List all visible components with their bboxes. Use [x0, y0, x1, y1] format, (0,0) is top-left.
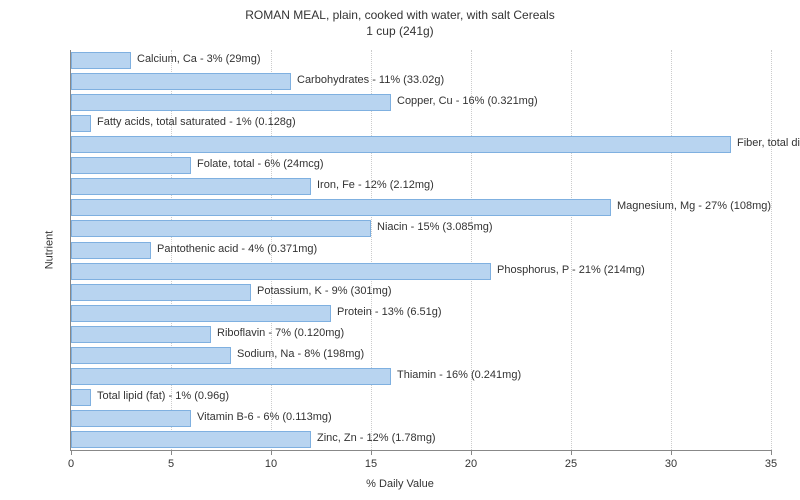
nutrient-bar [71, 368, 391, 385]
nutrient-bar-label: Thiamin - 16% (0.241mg) [397, 369, 521, 381]
x-axis-title: % Daily Value [366, 478, 434, 490]
nutrient-bar [71, 410, 191, 427]
nutrient-bar-label: Riboflavin - 7% (0.120mg) [217, 327, 344, 339]
nutrient-chart: ROMAN MEAL, plain, cooked with water, wi… [0, 0, 800, 500]
title-line-1: ROMAN MEAL, plain, cooked with water, wi… [245, 8, 554, 22]
x-tick [771, 450, 772, 455]
x-tick [371, 450, 372, 455]
nutrient-bar-label: Niacin - 15% (3.085mg) [377, 221, 493, 233]
nutrient-bar [71, 431, 311, 448]
x-tick-label: 30 [665, 458, 677, 470]
nutrient-bar-label: Vitamin B-6 - 6% (0.113mg) [197, 411, 332, 423]
nutrient-bar-label: Carbohydrates - 11% (33.02g) [297, 74, 444, 86]
nutrient-bar-label: Protein - 13% (6.51g) [337, 306, 442, 318]
nutrient-bar-label: Phosphorus, P - 21% (214mg) [497, 264, 645, 276]
nutrient-bar [71, 73, 291, 90]
plot-area: 05101520253035Calcium, Ca - 3% (29mg)Car… [70, 50, 771, 451]
nutrient-bar [71, 389, 91, 406]
y-axis-title: Nutrient [43, 231, 55, 270]
x-tick-label: 25 [565, 458, 577, 470]
gridline [471, 50, 472, 450]
nutrient-bar [71, 263, 491, 280]
gridline [571, 50, 572, 450]
nutrient-bar [71, 326, 211, 343]
x-tick [171, 450, 172, 455]
chart-title: ROMAN MEAL, plain, cooked with water, wi… [0, 0, 800, 39]
nutrient-bar-label: Copper, Cu - 16% (0.321mg) [397, 95, 538, 107]
nutrient-bar [71, 52, 131, 69]
nutrient-bar [71, 305, 331, 322]
gridline [771, 50, 772, 450]
nutrient-bar-label: Folate, total - 6% (24mcg) [197, 158, 324, 170]
x-tick [571, 450, 572, 455]
x-tick-label: 35 [765, 458, 777, 470]
x-tick-label: 10 [265, 458, 277, 470]
nutrient-bar-label: Sodium, Na - 8% (198mg) [237, 348, 364, 360]
nutrient-bar-label: Pantothenic acid - 4% (0.371mg) [157, 243, 317, 255]
nutrient-bar [71, 220, 371, 237]
title-line-2: 1 cup (241g) [366, 24, 433, 38]
x-tick [71, 450, 72, 455]
x-tick [471, 450, 472, 455]
nutrient-bar [71, 199, 611, 216]
x-tick-label: 20 [465, 458, 477, 470]
x-tick-label: 0 [68, 458, 74, 470]
nutrient-bar [71, 94, 391, 111]
nutrient-bar [71, 178, 311, 195]
nutrient-bar-label: Potassium, K - 9% (301mg) [257, 285, 392, 297]
nutrient-bar [71, 136, 731, 153]
nutrient-bar [71, 115, 91, 132]
nutrient-bar-label: Calcium, Ca - 3% (29mg) [137, 53, 260, 65]
nutrient-bar-label: Fiber, total dietary - 33% (8.2g) [737, 137, 800, 149]
x-tick [271, 450, 272, 455]
nutrient-bar-label: Fatty acids, total saturated - 1% (0.128… [97, 116, 296, 128]
x-tick-label: 5 [168, 458, 174, 470]
nutrient-bar [71, 347, 231, 364]
nutrient-bar [71, 242, 151, 259]
nutrient-bar-label: Total lipid (fat) - 1% (0.96g) [97, 390, 229, 402]
nutrient-bar-label: Iron, Fe - 12% (2.12mg) [317, 179, 434, 191]
nutrient-bar-label: Zinc, Zn - 12% (1.78mg) [317, 432, 436, 444]
nutrient-bar-label: Magnesium, Mg - 27% (108mg) [617, 200, 771, 212]
x-tick-label: 15 [365, 458, 377, 470]
nutrient-bar [71, 157, 191, 174]
gridline [671, 50, 672, 450]
x-tick [671, 450, 672, 455]
nutrient-bar [71, 284, 251, 301]
